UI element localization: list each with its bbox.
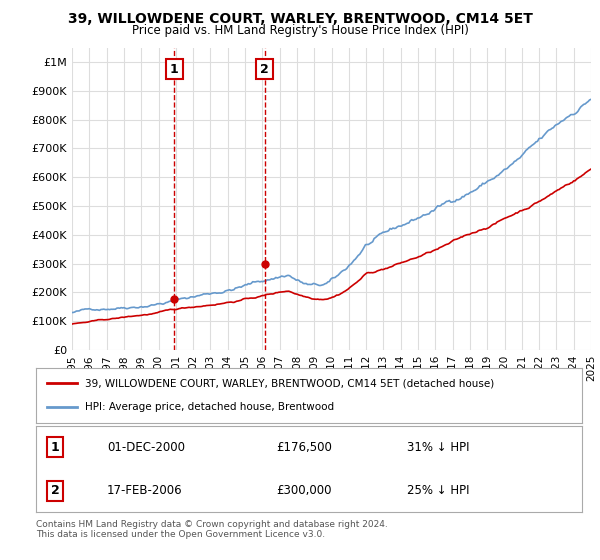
Text: 39, WILLOWDENE COURT, WARLEY, BRENTWOOD, CM14 5ET (detached house): 39, WILLOWDENE COURT, WARLEY, BRENTWOOD,… — [85, 379, 494, 388]
Text: 2: 2 — [51, 484, 59, 497]
Text: 39, WILLOWDENE COURT, WARLEY, BRENTWOOD, CM14 5ET: 39, WILLOWDENE COURT, WARLEY, BRENTWOOD,… — [68, 12, 532, 26]
Text: 17-FEB-2006: 17-FEB-2006 — [107, 484, 182, 497]
Text: £300,000: £300,000 — [276, 484, 332, 497]
Text: HPI: Average price, detached house, Brentwood: HPI: Average price, detached house, Bren… — [85, 403, 334, 412]
Text: Price paid vs. HM Land Registry's House Price Index (HPI): Price paid vs. HM Land Registry's House … — [131, 24, 469, 37]
Text: 31% ↓ HPI: 31% ↓ HPI — [407, 441, 470, 454]
Text: 2: 2 — [260, 63, 269, 76]
Text: 25% ↓ HPI: 25% ↓ HPI — [407, 484, 470, 497]
Text: 1: 1 — [170, 63, 179, 76]
Text: £176,500: £176,500 — [276, 441, 332, 454]
Text: Contains HM Land Registry data © Crown copyright and database right 2024.
This d: Contains HM Land Registry data © Crown c… — [36, 520, 388, 539]
Text: 1: 1 — [51, 441, 59, 454]
Text: 01-DEC-2000: 01-DEC-2000 — [107, 441, 185, 454]
